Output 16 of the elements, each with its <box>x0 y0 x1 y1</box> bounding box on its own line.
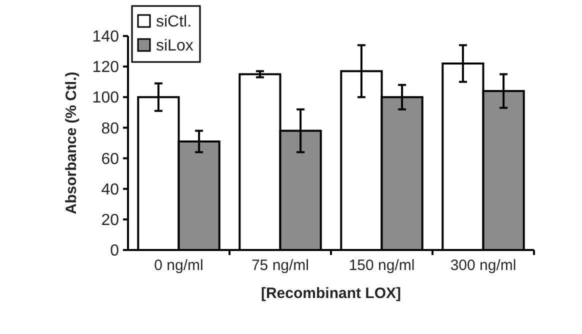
y-tick-label: 0 <box>110 242 120 260</box>
x-tick-label: 75 ng/ml <box>251 257 310 274</box>
y-tick-label: 120 <box>92 59 120 76</box>
y-tick-label: 80 <box>101 120 120 138</box>
x-tick-label: 150 ng/ml <box>348 257 415 274</box>
y-tick-label: 60 <box>101 150 120 168</box>
y-tick-label: 40 <box>101 181 120 198</box>
legend-label: siLox <box>156 38 194 55</box>
x-tick-label: 300 ng/ml <box>450 257 516 274</box>
y-axis-title: Absorbance (% Ctl.) <box>63 72 80 214</box>
y-tick-label: 100 <box>92 90 120 107</box>
y-tick-label: 140 <box>92 28 120 46</box>
x-axis-title: [Recombinant LOX] <box>260 285 402 302</box>
legend-label: siCtl. <box>156 14 192 31</box>
x-tick-label: 0 ng/ml <box>154 257 204 274</box>
y-tick-label: 20 <box>101 212 120 230</box>
